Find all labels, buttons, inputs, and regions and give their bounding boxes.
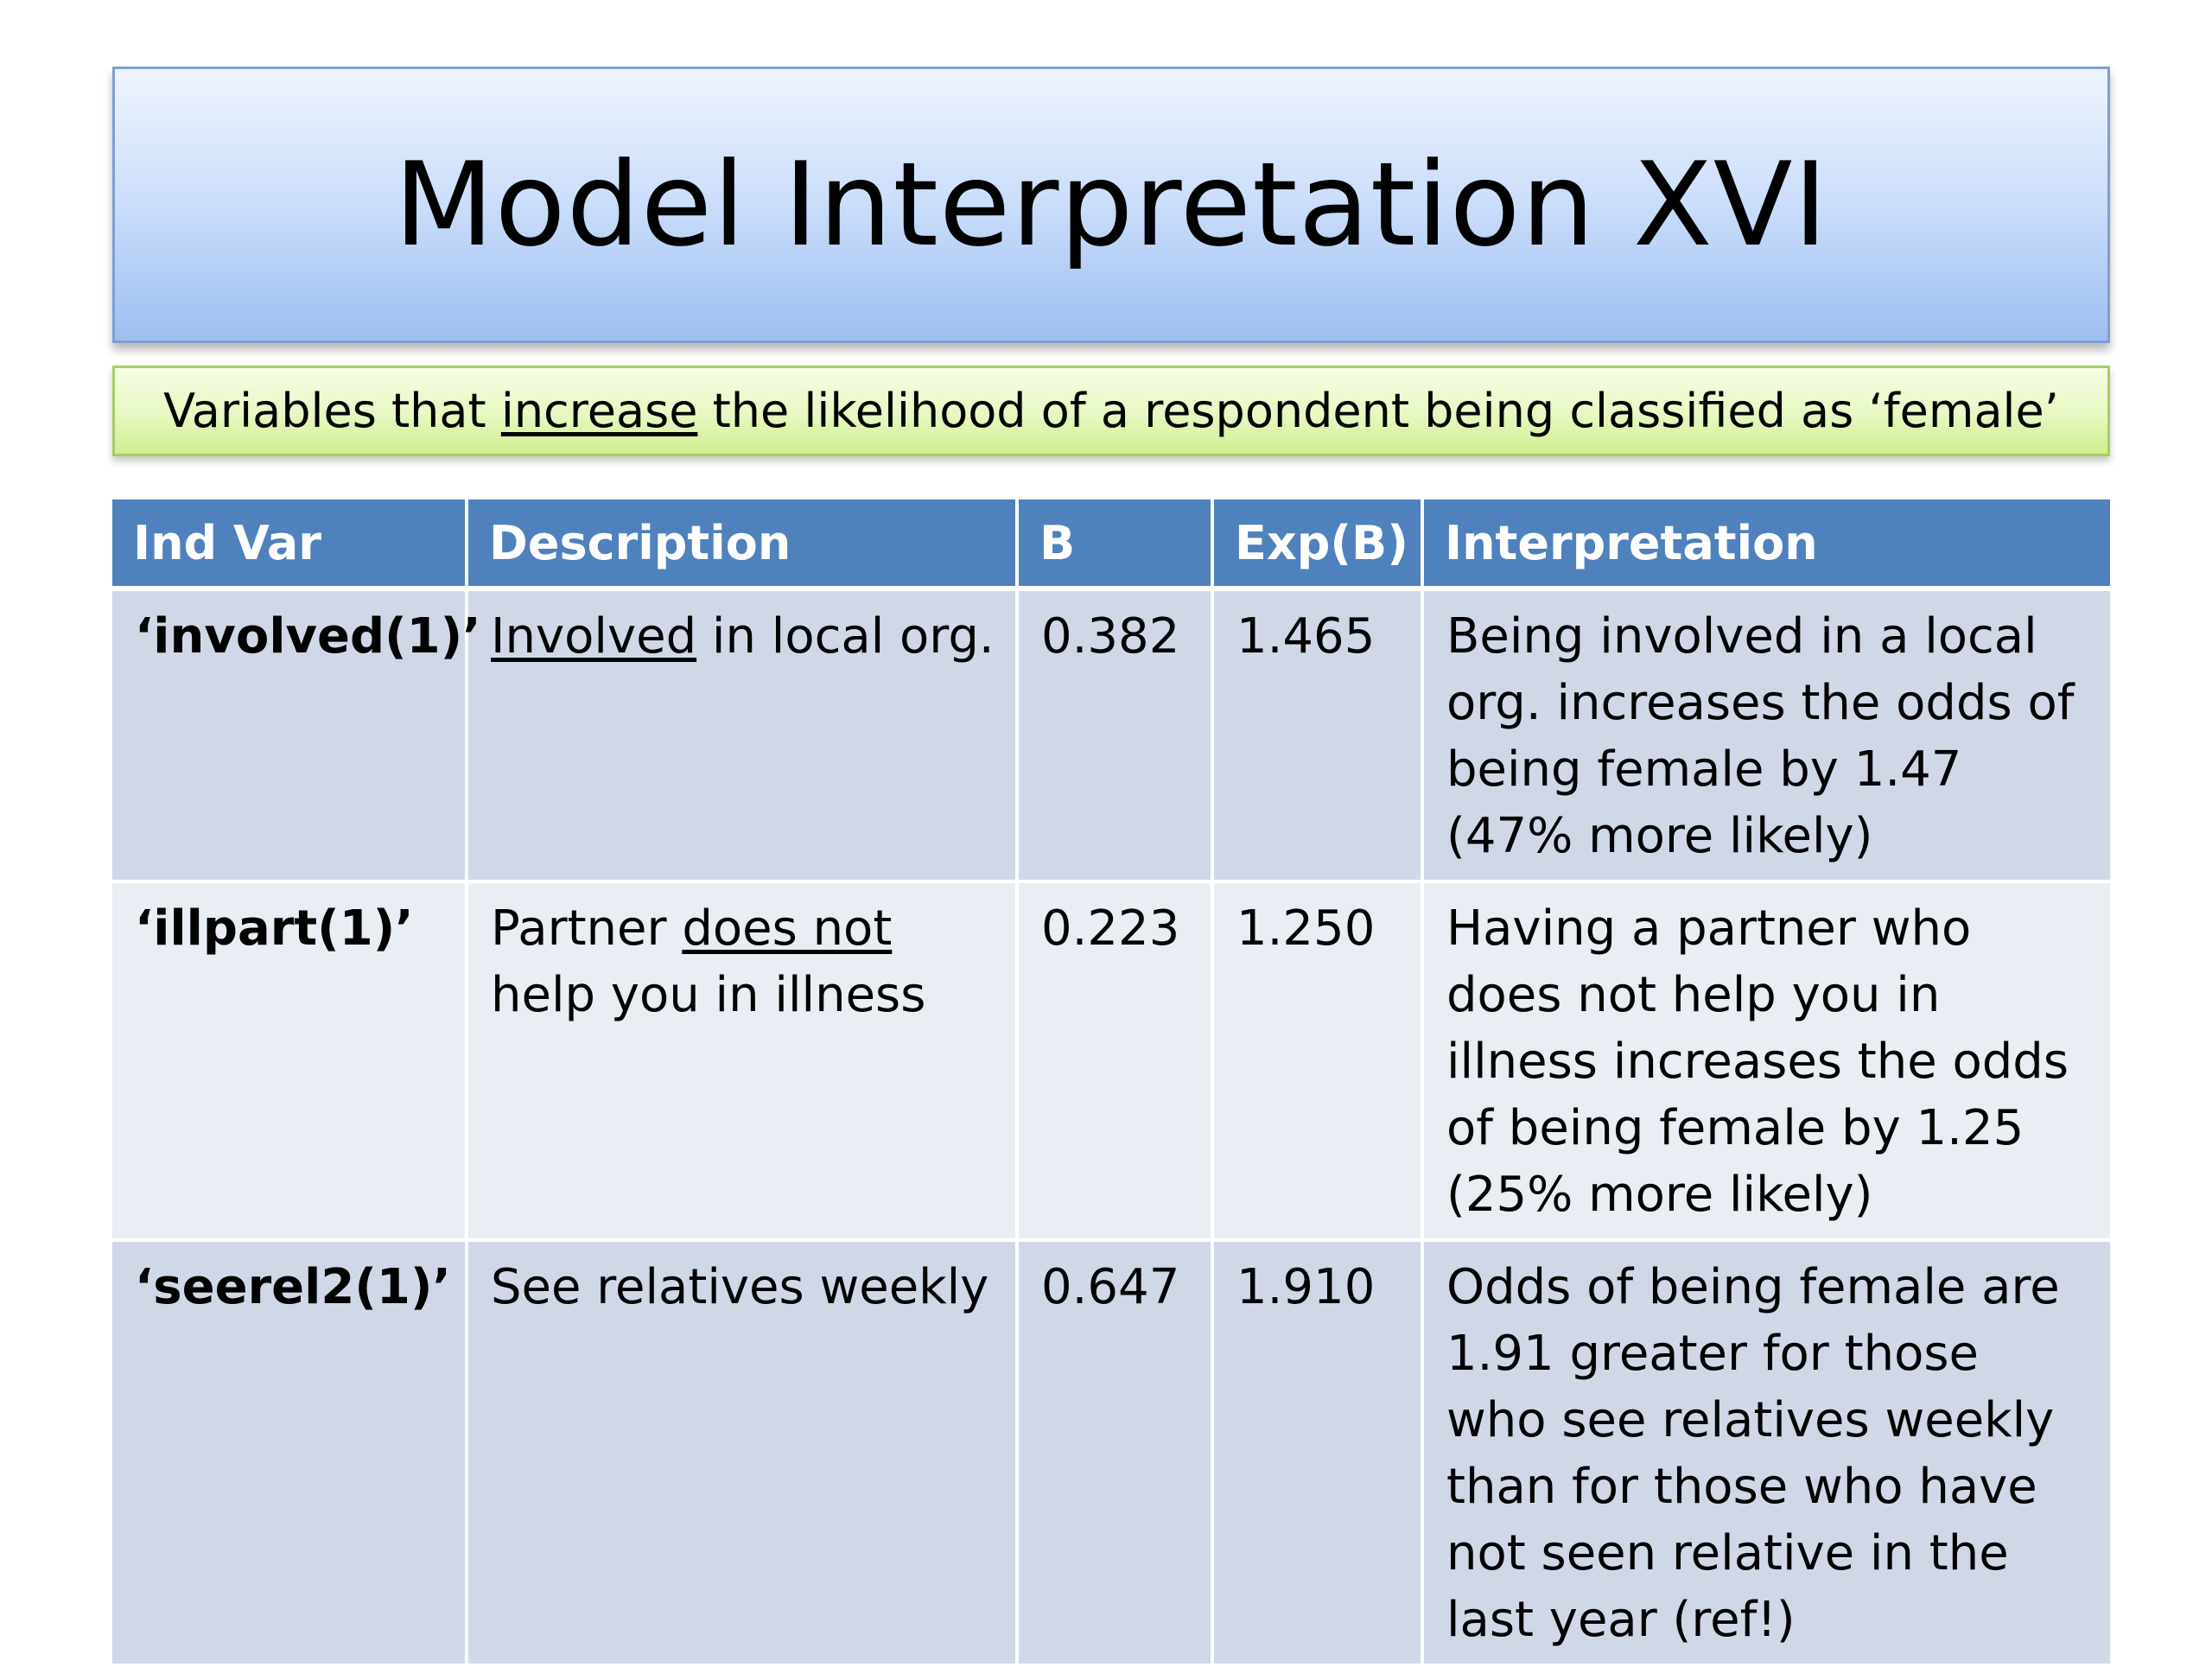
table-row: ‘seerel2(1)’ See relatives weekly 0.647 …	[112, 1240, 2110, 1667]
cell-b: 0.647	[1017, 1240, 1214, 1667]
cell-interpretation: Odds of being female are 1.91 greater fo…	[1422, 1240, 2110, 1667]
table-header-row: Ind Var Description B Exp(B) Interpretat…	[112, 499, 2110, 591]
cell-description: Involved in local org.	[467, 589, 1019, 883]
desc-pre: Partner	[491, 900, 683, 957]
cell-ind-var: ‘involved(1)’	[112, 589, 481, 883]
subtitle-before: Variables that	[163, 384, 501, 438]
cell-exp-b: 1.910	[1212, 1240, 1424, 1667]
cell-interpretation: Having a partner who does not help you i…	[1422, 881, 2110, 1242]
cell-description: Partner does not help you in illness	[467, 881, 1019, 1242]
desc-post: help you in illness	[491, 967, 926, 1023]
subtitle-underlined: increase	[500, 384, 698, 438]
desc-post: in local org.	[696, 608, 995, 665]
desc-underlined: does not	[682, 900, 893, 957]
header-b: B	[1017, 499, 1214, 591]
subtitle-text: Variables that increase the likelihood o…	[163, 384, 2059, 438]
table-row: ‘involved(1)’ Involved in local org. 0.3…	[112, 589, 2110, 883]
header-description: Description	[467, 499, 1019, 591]
desc-pre: See relatives weekly	[491, 1259, 989, 1315]
interpretation-table: Ind Var Description B Exp(B) Interpretat…	[112, 499, 2110, 1667]
cell-exp-b: 1.465	[1212, 589, 1424, 883]
cell-interpretation: Being involved in a local org. increases…	[1422, 589, 2110, 883]
cell-ind-var: ‘illpart(1)’	[112, 881, 468, 1242]
header-ind-var: Ind Var	[112, 499, 468, 591]
cell-exp-b: 1.250	[1212, 881, 1424, 1242]
cell-b: 0.382	[1017, 589, 1214, 883]
desc-underlined: Involved	[491, 608, 697, 665]
header-interpretation: Interpretation	[1422, 499, 2110, 591]
cell-b: 0.223	[1017, 881, 1214, 1242]
subtitle-after: the likelihood of a respondent being cla…	[697, 384, 2059, 438]
title-banner: Model Interpretation XVI	[112, 67, 2110, 343]
cell-description: See relatives weekly	[467, 1240, 1019, 1667]
table-row: ‘illpart(1)’ Partner does not help you i…	[112, 881, 2110, 1242]
cell-ind-var: ‘seerel2(1)’	[112, 1240, 468, 1667]
header-exp-b: Exp(B)	[1212, 499, 1424, 591]
slide-title: Model Interpretation XVI	[393, 137, 1828, 272]
subtitle-banner: Variables that increase the likelihood o…	[112, 366, 2110, 456]
